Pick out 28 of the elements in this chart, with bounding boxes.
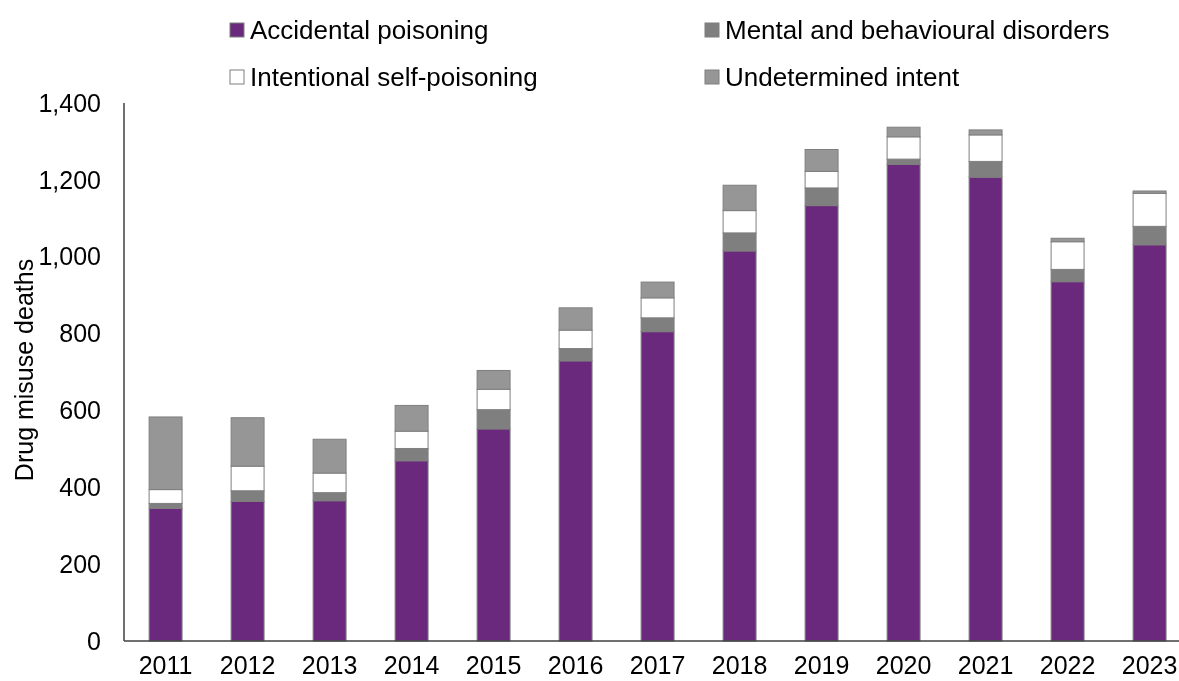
x-tick-label: 2012 <box>219 651 276 679</box>
y-tick-label: 0 <box>87 626 101 655</box>
y-tick-label: 600 <box>59 396 101 425</box>
y-tick-label: 1,000 <box>38 242 101 271</box>
x-tick-label: 2018 <box>711 651 768 679</box>
x-tick-label: 2023 <box>1121 651 1178 679</box>
x-tick-label: 2017 <box>629 651 686 679</box>
legend-label: Accidental poisoning <box>250 15 489 46</box>
bar <box>886 163 921 642</box>
x-tick-label: 2011 <box>138 651 193 679</box>
x-tick-label: 2014 <box>383 651 440 679</box>
x-tick-label: 2022 <box>1039 651 1096 679</box>
x-tick-label: 2021 <box>957 651 1014 679</box>
y-tick-label: 1,200 <box>38 165 101 194</box>
y-axis-title: Drug misuse deaths <box>9 258 38 482</box>
y-tick-label: 800 <box>59 319 101 348</box>
y-tick-label: 400 <box>59 473 101 502</box>
x-tick-label: 2019 <box>793 651 850 679</box>
x-tick-label: 2013 <box>301 651 358 679</box>
y-tick-label: 1,400 <box>38 88 101 117</box>
x-tick-label: 2016 <box>547 651 604 679</box>
y-tick-label: 200 <box>59 549 101 578</box>
legend-label: Mental and behavioural disorders <box>725 15 1110 46</box>
legend-label: Undetermined intent <box>725 62 960 93</box>
legend-label: Intentional self-poisoning <box>250 62 538 93</box>
x-tick-label: 2020 <box>875 651 932 679</box>
x-tick-label: 2015 <box>465 651 522 679</box>
bar <box>148 507 183 642</box>
